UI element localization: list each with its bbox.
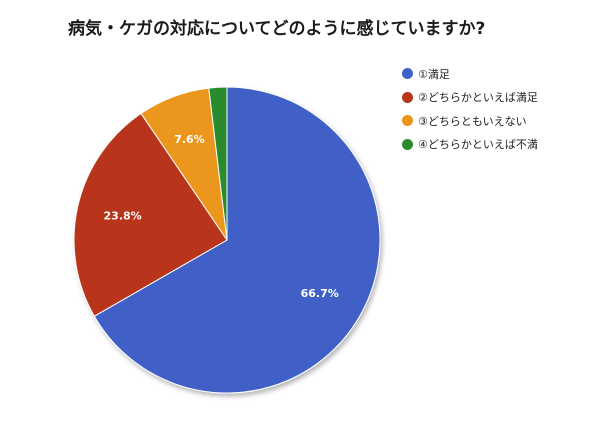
legend-swatch-1 [402,68,413,79]
chart-title: 病気・ケガの対応についてどのように感じていますか? [68,19,486,39]
legend-swatch-4 [402,138,413,150]
data-label-1: 66.7% [301,287,339,300]
legend-label-4: ④どちらかといえば不満 [418,138,538,151]
data-label-3: 7.6% [174,133,205,146]
legend-label-1: ①満足 [418,67,450,81]
legend-swatch-2 [402,91,413,103]
legend-item-3: ③どちらともいえない [402,114,538,128]
pie-slice-2 [73,112,228,317]
legend-label-2: ②どちらかといえば満足 [418,91,538,104]
legend-item-1: ①満足 [402,67,538,81]
legend-label-3: ③どちらともいえない [418,114,527,128]
pie-slices [73,86,381,394]
legend-item-4: ④どちらかといえば不満 [402,138,538,151]
pie-slice-4 [208,86,228,241]
chart-legend: ①満足 ②どちらかといえば満足 ③どちらともいえない ④どちらかといえば不満 [402,67,538,161]
pie-slice-1 [93,86,381,394]
legend-swatch-3 [402,115,413,126]
data-label-2: 23.8% [104,209,142,222]
pie-data-labels: 66.7% 23.8% 7.6% [104,133,339,300]
legend-item-2: ②どちらかといえば満足 [402,91,538,104]
